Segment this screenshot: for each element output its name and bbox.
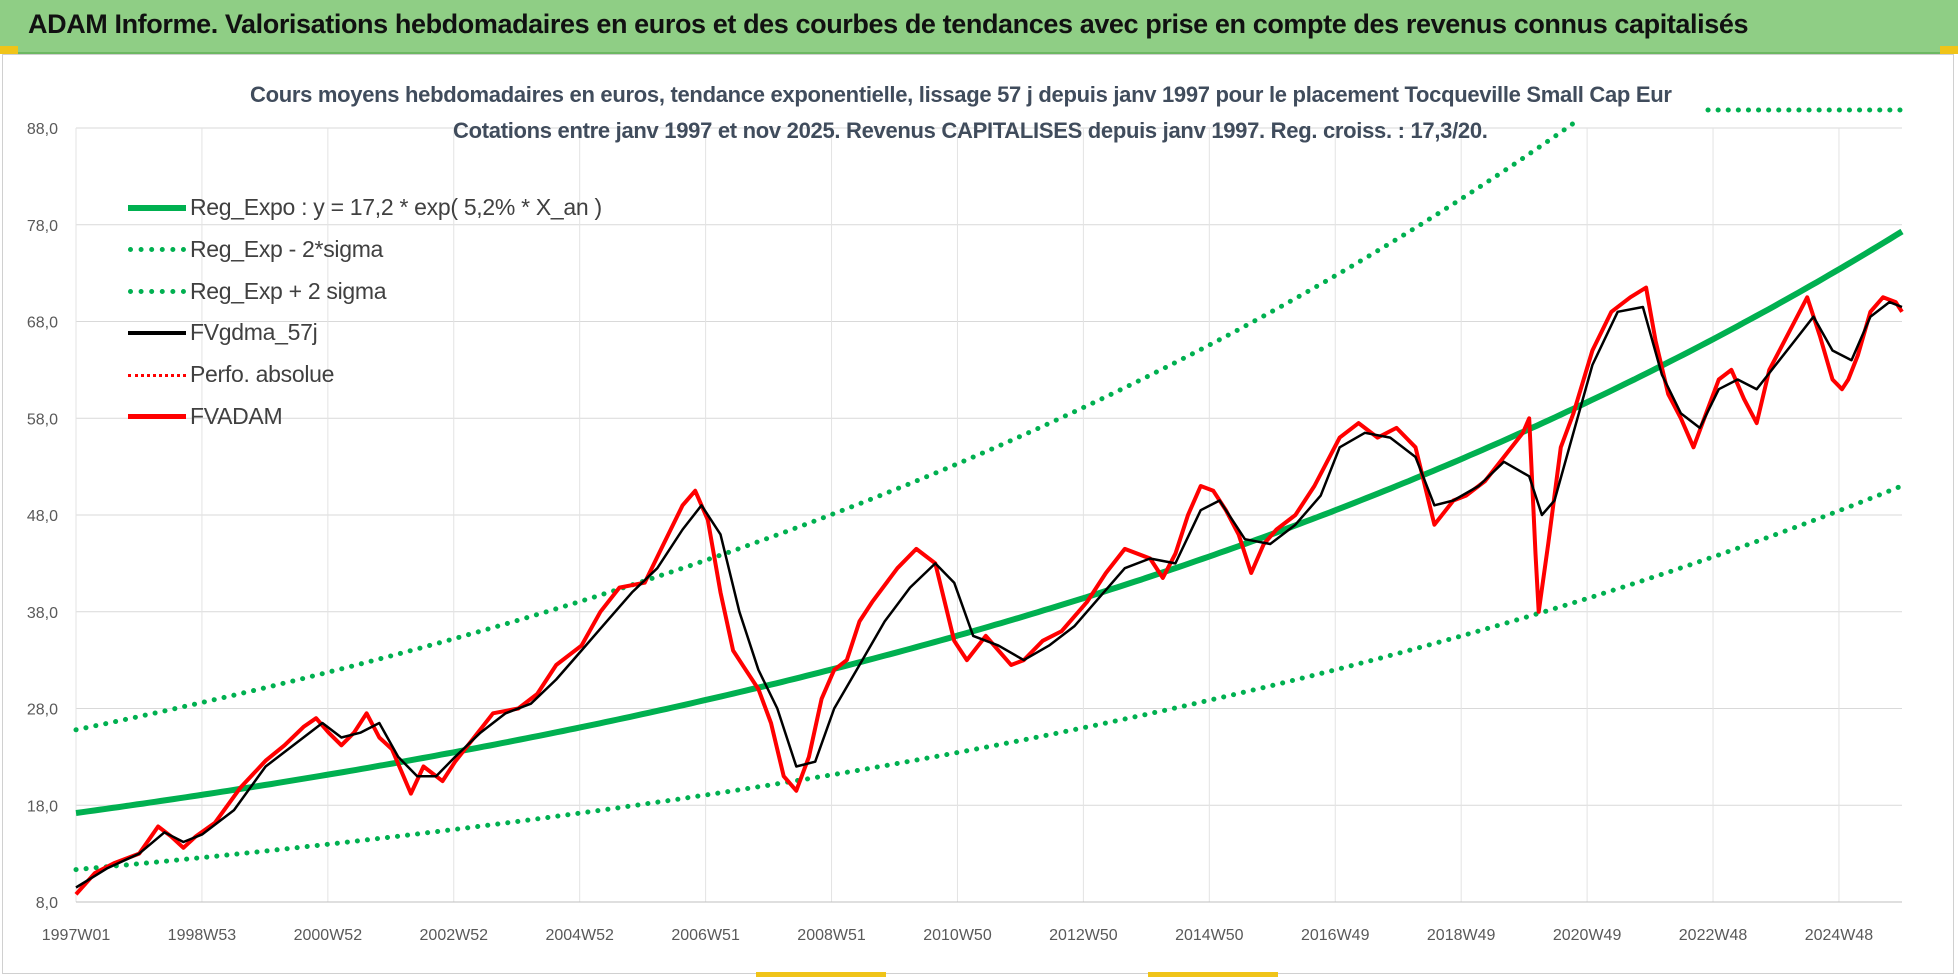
x-tick-label: 2006W51 <box>671 927 740 944</box>
x-tick-label: 2010W50 <box>923 927 992 944</box>
y-tick-label: 18,0 <box>27 798 58 815</box>
legend-label-reg-expo: Reg_Expo : y = 17,2 * exp( 5,2% * X_an ) <box>190 194 602 220</box>
y-tick-label: 8,0 <box>36 895 58 912</box>
y-tick-label: 68,0 <box>27 315 58 332</box>
x-tick-label: 2016W49 <box>1301 927 1370 944</box>
x-tick-label: 2002W52 <box>420 927 489 944</box>
chart-subtitle: Cotations entre janv 1997 et nov 2025. R… <box>453 118 1488 143</box>
series-reg-exp-plus <box>73 120 1576 733</box>
x-tick-label: 1997W01 <box>42 927 111 944</box>
y-tick-label: 38,0 <box>27 605 58 622</box>
chart-title: Cours moyens hebdomadaires en euros, ten… <box>250 82 1672 107</box>
y-tick-label: 58,0 <box>27 411 58 428</box>
series-reg-exp-minus <box>73 483 1905 873</box>
chart-series <box>73 107 1905 896</box>
legend-swatch-fvgdma <box>128 331 186 336</box>
x-tick-label: 2022W48 <box>1679 927 1748 944</box>
y-tick-label: 78,0 <box>27 218 58 235</box>
y-tick-label: 88,0 <box>27 121 58 138</box>
legend-swatch-perfo-absolue <box>128 374 186 378</box>
banner-corner-mark-left <box>0 46 18 54</box>
x-tick-label: 1998W53 <box>168 927 237 944</box>
legend-swatch-reg-exp-plus <box>128 288 186 294</box>
legend-label-reg-exp-minus: Reg_Exp - 2*sigma <box>190 235 384 262</box>
legend-swatch-fvadam <box>128 413 186 419</box>
x-tick-label: 2012W50 <box>1049 927 1118 944</box>
legend-swatch-reg-expo <box>128 205 186 211</box>
legend-label-perfo-absolue: Perfo. absolue <box>190 361 335 388</box>
y-tick-labels: 8,0 18,0 28,0 38,0 48,0 58,0 68,0 78,0 88,0 <box>27 121 58 912</box>
series-reg-expo <box>75 228 1904 816</box>
series-fvadam <box>74 285 1904 896</box>
report-banner: ADAM Informe. Valorisations hebdomadaire… <box>0 0 1958 54</box>
x-tick-label: 2008W51 <box>797 927 866 944</box>
x-tick-labels: 1997W01 1998W53 2000W52 2002W52 2004W52 2006W… <box>42 927 1874 944</box>
bottom-mark-2 <box>1148 972 1278 977</box>
chart-frame <box>2 54 1954 974</box>
bottom-mark-1 <box>756 972 886 977</box>
x-tick-label: 2020W49 <box>1553 927 1622 944</box>
y-tick-label: 28,0 <box>27 702 58 719</box>
x-tick-label: 2000W52 <box>294 927 363 944</box>
x-tick-label: 2018W49 <box>1427 927 1496 944</box>
y-tick-label: 48,0 <box>27 508 58 525</box>
legend-label-fvadam: FVADAM <box>190 402 283 429</box>
x-tick-label: 2004W52 <box>545 927 614 944</box>
banner-title: ADAM Informe. Valorisations hebdomadaire… <box>28 9 1749 39</box>
banner-corner-mark-right <box>1940 46 1958 54</box>
legend-swatch-reg-exp-minus <box>128 246 186 252</box>
series-fvgdma-57j <box>75 300 1903 889</box>
x-tick-label: 2024W48 <box>1805 927 1874 944</box>
x-tick-label: 2014W50 <box>1175 927 1244 944</box>
legend-label-fvgdma: FVgdma_57j <box>190 319 318 346</box>
legend-label-reg-exp-plus: Reg_Exp + 2 sigma <box>190 277 387 304</box>
